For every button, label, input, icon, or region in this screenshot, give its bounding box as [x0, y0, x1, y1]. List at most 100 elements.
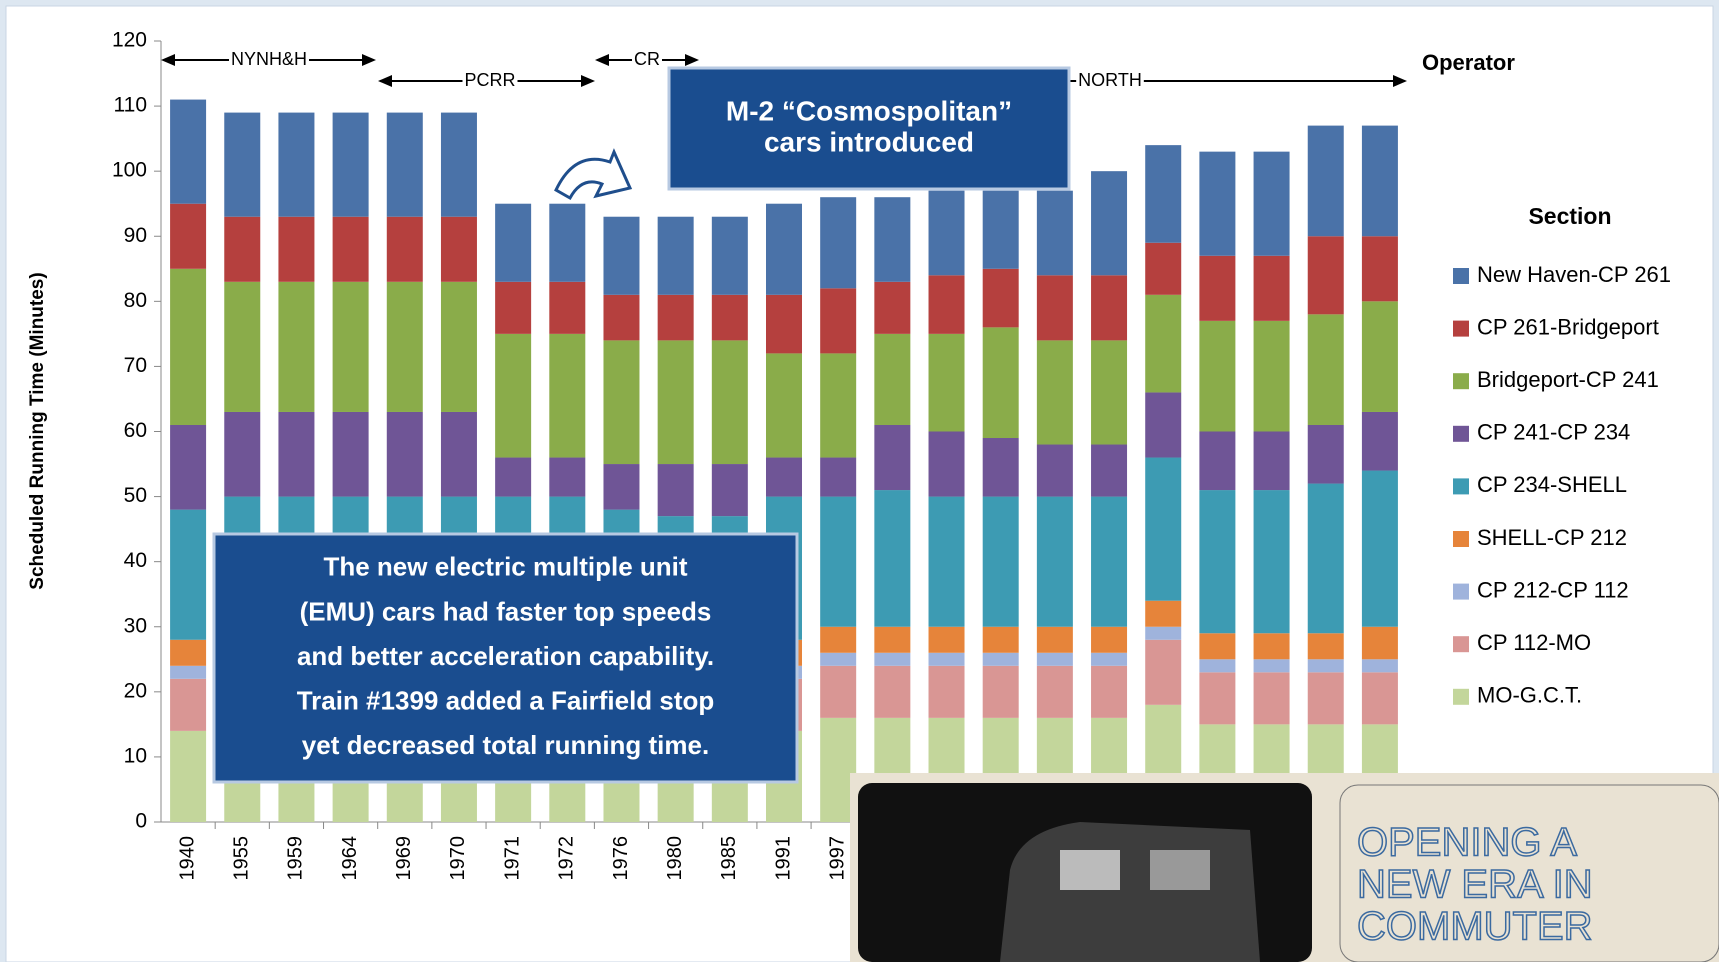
x-tick-label: 1940	[176, 836, 198, 881]
bar-segment	[1253, 255, 1290, 321]
bar-segment	[928, 431, 965, 497]
legend-label: CP 112-MO	[1477, 630, 1591, 655]
photo-window	[1150, 850, 1210, 890]
bar-segment	[982, 438, 1019, 497]
bar-segment	[386, 411, 423, 497]
bar-segment	[1091, 665, 1128, 718]
bar-segment	[1145, 392, 1182, 458]
bar-segment	[1091, 652, 1128, 666]
operator-label: Operator	[1422, 50, 1515, 75]
bar-segment	[874, 626, 911, 653]
legend-swatch	[1453, 478, 1469, 495]
legend-swatch	[1453, 531, 1469, 547]
x-tick-label: 1972	[556, 836, 578, 881]
bar-segment	[224, 112, 261, 217]
bar-segment	[1199, 490, 1236, 634]
bar-segment	[386, 216, 423, 282]
callout-text: yet decreased total running time.	[302, 730, 709, 760]
bar-segment	[1361, 411, 1398, 471]
y-axis-label: Scheduled Running Time (Minutes)	[27, 272, 48, 589]
bar-segment	[170, 509, 207, 640]
bar-segment	[332, 216, 369, 282]
bar-segment	[1253, 490, 1290, 634]
bar-segment	[332, 281, 369, 412]
callout-text: M-2 “Cosmospolitan”	[726, 95, 1012, 126]
x-tick-label: 1969	[393, 836, 415, 881]
bar-segment	[332, 112, 369, 217]
photo-right	[1339, 784, 1719, 962]
bar-segment	[440, 112, 477, 217]
bar-segment	[657, 294, 694, 341]
arrowhead	[378, 75, 392, 87]
photo-text: COMMUTER	[1357, 905, 1593, 949]
bar-segment	[1145, 626, 1182, 640]
bar-segment	[1036, 190, 1073, 276]
bar-segment	[1361, 659, 1398, 673]
bar-segment	[386, 281, 423, 412]
y-tick-label: 30	[124, 614, 147, 637]
legend-label: New Haven-CP 261	[1477, 262, 1671, 287]
bar-segment	[820, 665, 857, 718]
y-tick-label: 0	[135, 810, 147, 833]
x-tick-label: 1980	[664, 836, 686, 881]
bar-segment	[820, 626, 857, 653]
bar-segment	[170, 99, 207, 204]
legend-label: Bridgeport-CP 241	[1477, 367, 1659, 392]
bar-segment	[170, 424, 207, 510]
bar-segment	[874, 652, 911, 666]
x-tick-label: 1976	[610, 836, 632, 881]
bar-segment	[1091, 444, 1128, 497]
bar-segment	[711, 216, 748, 295]
bar-segment	[332, 411, 369, 497]
arrowhead	[581, 75, 595, 87]
y-tick-label: 120	[112, 29, 147, 52]
legend-label: SHELL-CP 212	[1477, 525, 1627, 550]
curved-arrow-icon	[554, 148, 633, 201]
legend-label: CP 261-Bridgeport	[1477, 314, 1659, 339]
x-tick-label: 1971	[501, 836, 523, 881]
y-tick-label: 20	[124, 679, 147, 702]
bar-segment	[495, 281, 532, 334]
bar-segment	[982, 190, 1019, 269]
x-tick-label: 1955	[231, 836, 253, 881]
bar-segment	[278, 216, 315, 282]
bar-segment	[1253, 320, 1290, 432]
bar-segment	[1307, 659, 1344, 673]
bar-segment	[1036, 652, 1073, 666]
bar-segment	[224, 411, 261, 497]
y-tick-label: 50	[124, 484, 147, 507]
legend-swatch	[1453, 583, 1469, 600]
bar-segment	[549, 203, 586, 282]
bar-segment	[1253, 659, 1290, 673]
bar-segment	[874, 333, 911, 425]
bar-segment	[711, 294, 748, 341]
legend-label: MO-G.C.T.	[1477, 683, 1582, 708]
bar-segment	[982, 652, 1019, 666]
bar-segment	[549, 457, 586, 497]
callout-box	[667, 66, 1071, 191]
bar-segment	[1361, 301, 1398, 412]
bar-segment	[1145, 600, 1182, 627]
photo-window	[1060, 850, 1120, 890]
bar-segment	[820, 496, 857, 627]
bar-segment	[928, 665, 965, 718]
bar-segment	[1307, 633, 1344, 660]
bar-segment	[603, 340, 640, 465]
callout-text: Train #1399 added a Fairfield stop	[297, 685, 715, 715]
y-tick-label: 60	[124, 419, 147, 442]
bar-segment	[170, 730, 207, 822]
x-tick-label: 1985	[718, 836, 740, 881]
bar-segment	[1199, 659, 1236, 673]
bar-segment	[820, 353, 857, 458]
legend-swatch	[1453, 268, 1469, 284]
bar-segment	[1361, 626, 1398, 660]
bar-segment	[170, 268, 207, 425]
bar-segment	[982, 327, 1019, 439]
bar-segment	[1253, 431, 1290, 491]
bar-segment	[1199, 255, 1236, 321]
bar-segment	[1307, 672, 1344, 725]
bar-segment	[1091, 626, 1128, 653]
bar-segment	[1253, 151, 1290, 256]
legend-swatch	[1453, 425, 1469, 442]
